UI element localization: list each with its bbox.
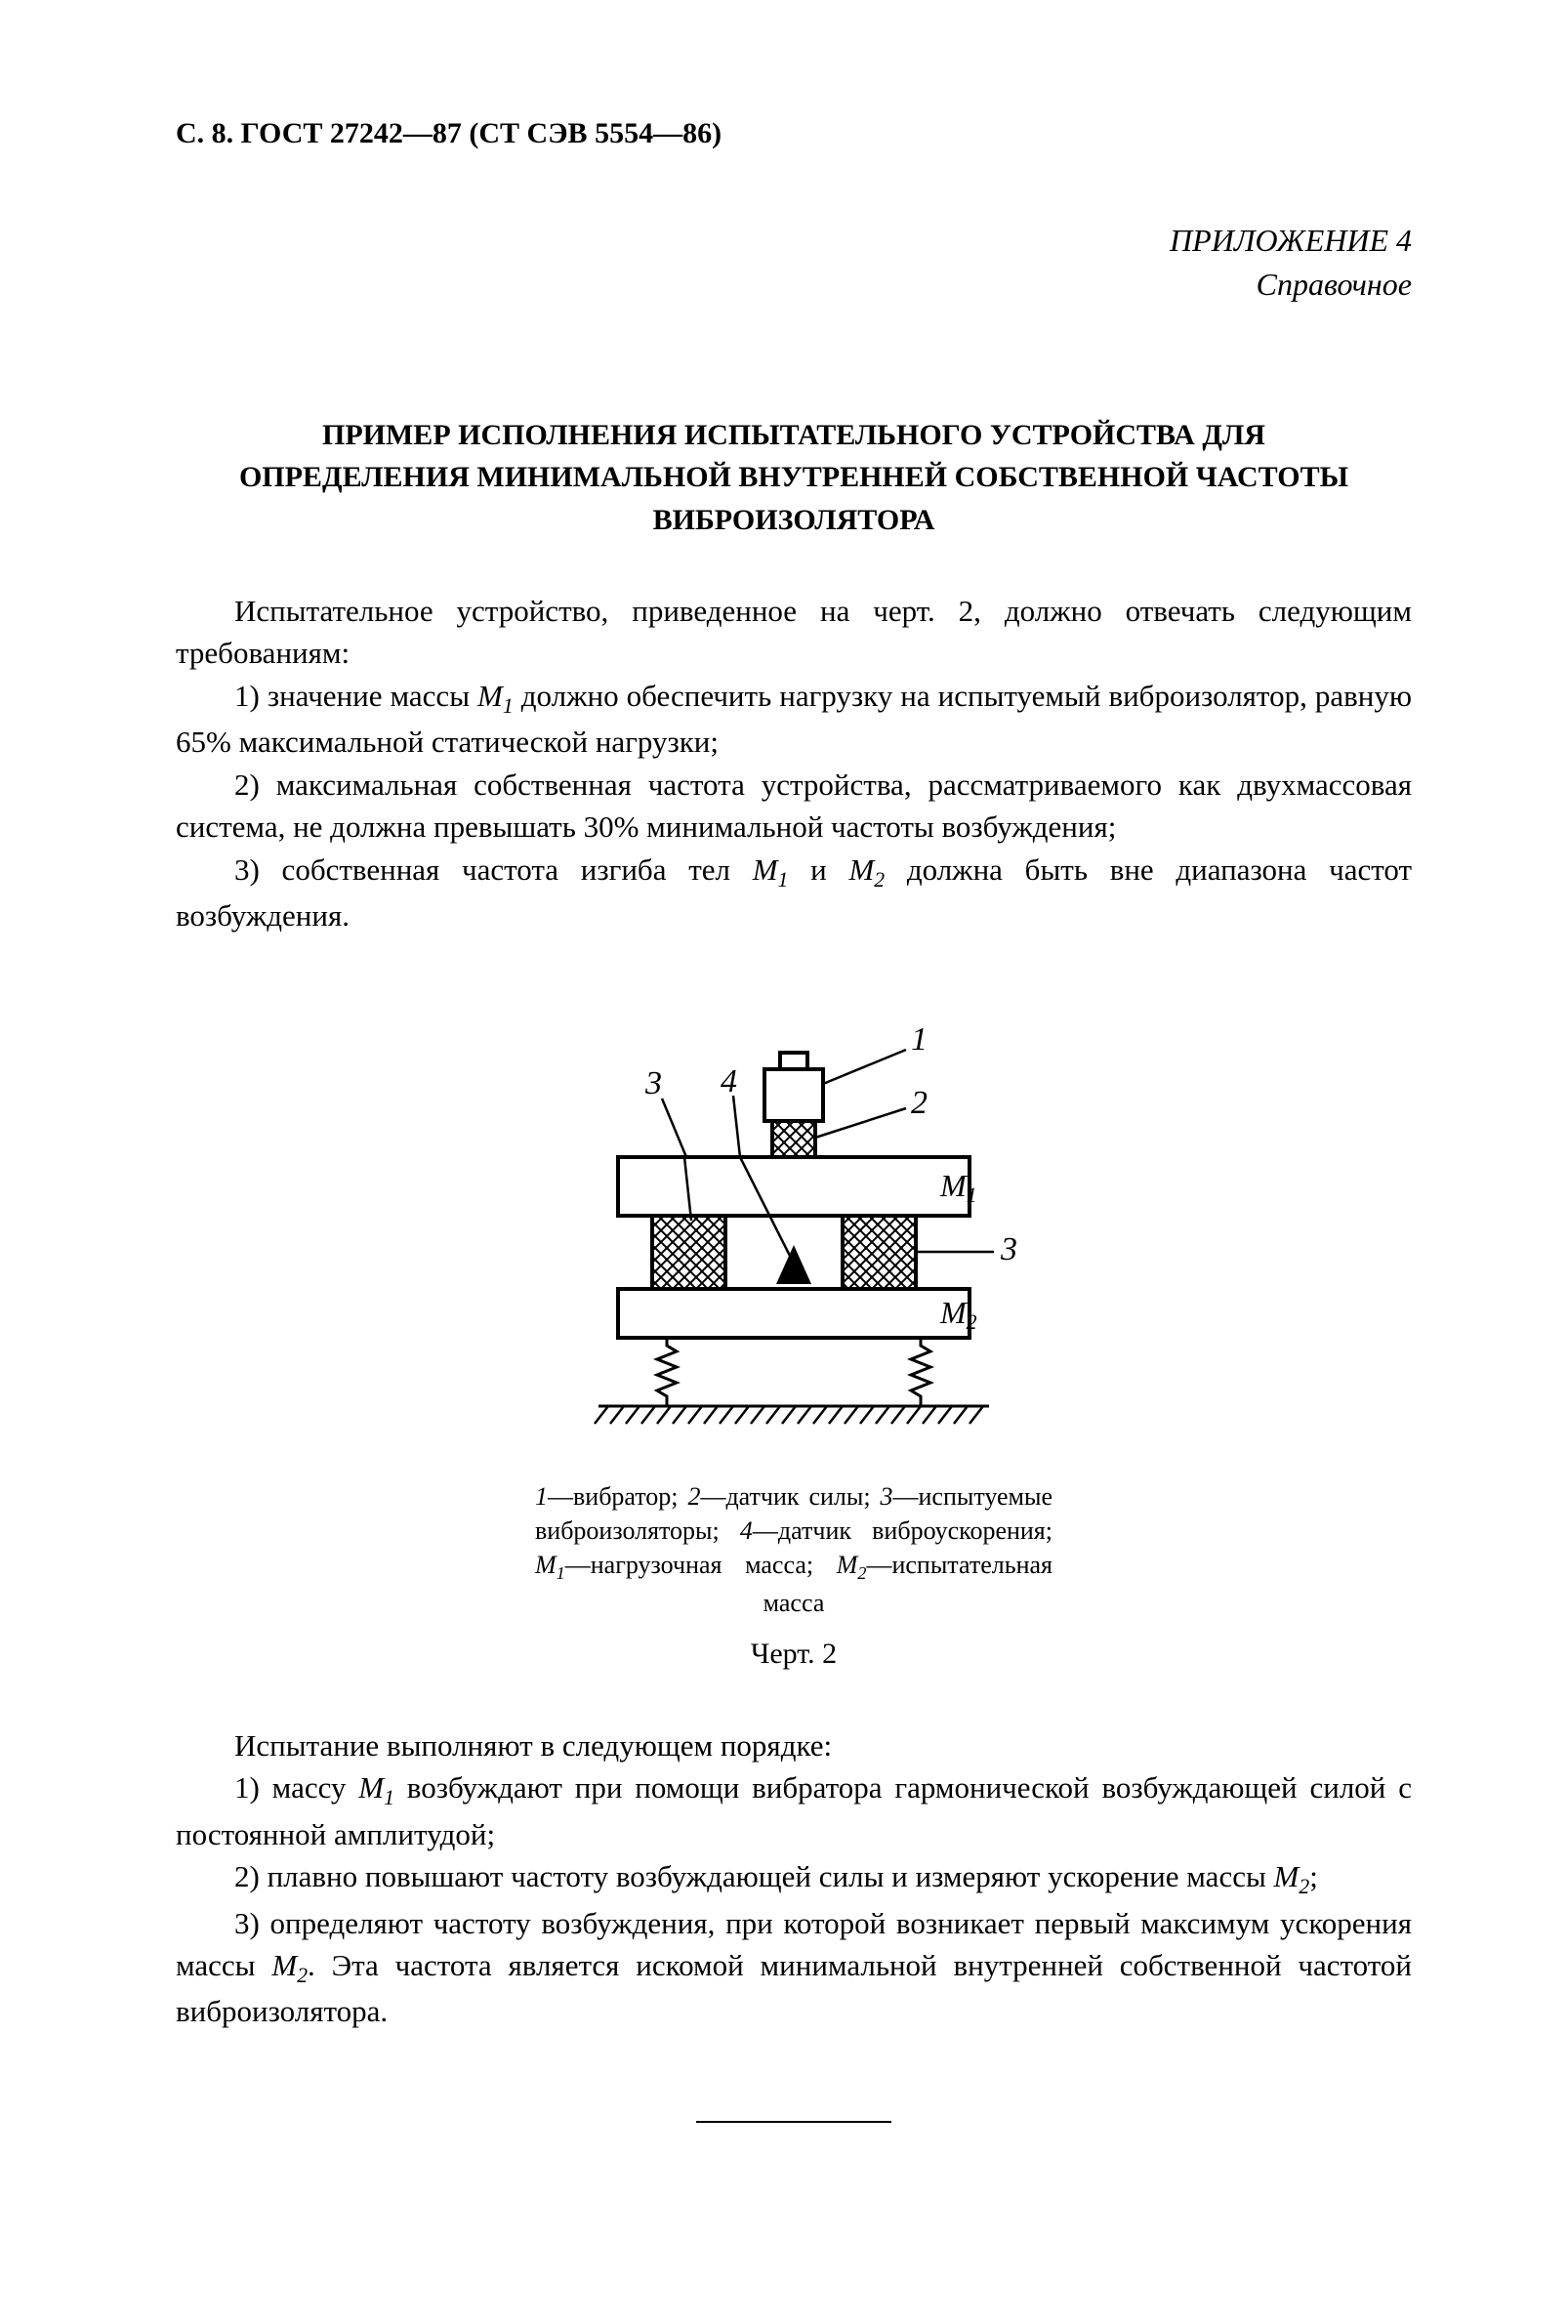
appendix-block: ПРИЛОЖЕНИЕ 4 Справочное [176, 219, 1412, 307]
figure-diagram: M2 M1 1 2 [520, 996, 1067, 1450]
callout-3-left: 3 [644, 1065, 662, 1101]
para-proc-1: 1) массу M1 возбуждают при помощи вибрат… [176, 1766, 1412, 1855]
callout-4: 4 [721, 1063, 737, 1100]
para-req-3: 3) собственная частота изгиба тел M1 и M… [176, 849, 1412, 937]
callout-2: 2 [911, 1085, 928, 1121]
para-proc-2: 2) плавно повышают частоту возбуждающей … [176, 1855, 1412, 1902]
para-proc-3: 3) определяют частоту возбуждения, при к… [176, 1902, 1412, 2033]
para-proc-intro: Испытание выполняют в следующем порядке: [176, 1724, 1412, 1766]
text: 1) массу [234, 1770, 358, 1805]
text: 3) собственная частота изгиба тел [234, 852, 753, 887]
page: С. 8. ГОСТ 27242—87 (СТ СЭВ 5554—86) ПРИ… [0, 0, 1568, 2324]
sym-m1: M1 [753, 852, 789, 887]
text: 1) значение массы [234, 679, 477, 713]
text: . Эта частота является искомой минимальн… [176, 1948, 1412, 2029]
text: ; [1309, 1859, 1318, 1893]
text: и [788, 852, 848, 887]
para-intro: Испытательное устройство, приведенное на… [176, 590, 1412, 675]
section-title: ПРИМЕР ИСПОЛНЕНИЯ ИСПЫТАТЕЛЬНОГО УСТРОЙС… [208, 414, 1380, 542]
figure-legend: 1—вибратор; 2—датчик силы; 3—испытуемые … [535, 1479, 1052, 1620]
para-req-2: 2) максимальная собственная частота устр… [176, 764, 1412, 849]
sym-m2: M2 [1274, 1859, 1310, 1893]
figure-container: M2 M1 1 2 [176, 996, 1412, 1671]
figure-caption: Черт. 2 [176, 1638, 1412, 1671]
appendix-type: Справочное [176, 263, 1412, 307]
sym-m2: M2 [271, 1948, 308, 1982]
page-header: С. 8. ГОСТ 27242—87 (СТ СЭВ 5554—86) [176, 117, 1412, 150]
sym-m1: M1 [358, 1770, 394, 1805]
callout-1: 1 [911, 1021, 928, 1058]
text: 2) плавно повышают частоту возбуждающей … [234, 1859, 1274, 1893]
appendix-number: ПРИЛОЖЕНИЕ 4 [176, 219, 1412, 263]
sym-m2: M2 [848, 852, 885, 887]
callout-3-right: 3 [1000, 1231, 1017, 1267]
diagram-svg: M2 M1 1 2 [520, 996, 1067, 1445]
end-rule [696, 2121, 891, 2123]
para-req-1: 1) значение массы M1 должно обеспечить н… [176, 675, 1412, 764]
sym-m1: M1 [477, 679, 514, 713]
